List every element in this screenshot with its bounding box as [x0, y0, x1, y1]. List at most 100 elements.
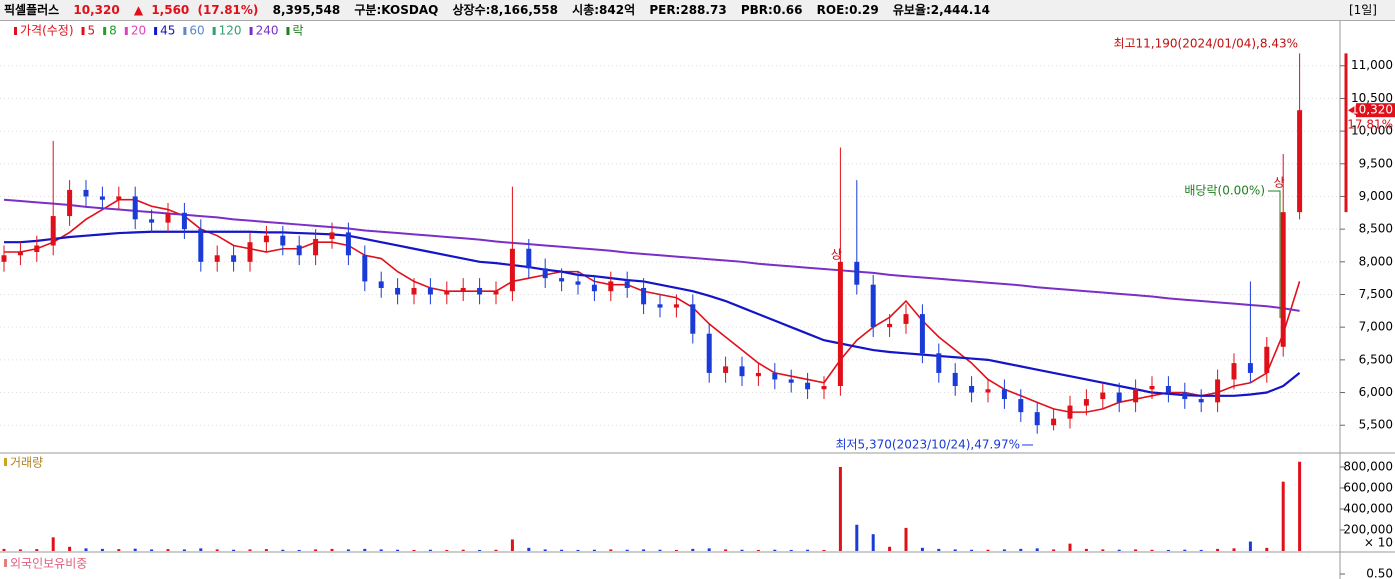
candle-body — [772, 372, 778, 380]
candle-body — [805, 382, 811, 390]
volume-bar — [494, 549, 498, 551]
candle-body — [165, 212, 171, 223]
y-tick-label: 7,000 — [1359, 320, 1393, 334]
candle-body — [1297, 110, 1303, 213]
candle-body — [263, 235, 269, 243]
candle-body — [755, 372, 761, 377]
ma-line — [3, 198, 1300, 312]
volume-bar — [838, 466, 842, 551]
candle-body — [1001, 389, 1007, 400]
volume-bar — [707, 548, 711, 551]
volume-bar — [1166, 549, 1170, 551]
volume-bar — [953, 549, 957, 551]
volume-bar — [1265, 547, 1269, 551]
candle-body — [231, 255, 237, 262]
candle-body — [1, 255, 7, 262]
legend-label: 20 — [131, 24, 146, 38]
last-price-box — [1356, 103, 1395, 118]
volume-bar — [117, 549, 121, 551]
stock-name: 픽셀플러스 — [4, 3, 60, 17]
candle-body — [624, 281, 630, 288]
volume-bar — [1117, 549, 1121, 551]
ma-line — [4, 198, 1301, 413]
legend-label: 60 — [189, 24, 204, 38]
last-price-arrow — [1348, 105, 1356, 116]
candle-body — [887, 323, 893, 328]
volume-bar — [84, 548, 88, 551]
volume-bar — [658, 549, 662, 551]
y-tick-label: 9,000 — [1359, 189, 1393, 203]
volume-bar — [1281, 481, 1285, 551]
volume-bar — [1068, 543, 1072, 551]
candle-body — [1034, 412, 1040, 426]
volume-bar — [428, 549, 432, 551]
candle-body — [1165, 385, 1171, 393]
limit-up-label: 상 — [831, 248, 842, 262]
candle-body — [50, 216, 56, 246]
candle-body — [378, 281, 384, 288]
volume-bar — [1002, 549, 1006, 551]
candle-body — [1264, 346, 1270, 373]
candle-body — [132, 196, 138, 220]
legend-label: 8 — [109, 24, 117, 38]
y-tick-label: 400,000 — [1343, 501, 1393, 515]
volume-bar — [150, 549, 154, 551]
volume-bar — [970, 549, 974, 551]
candle-body — [854, 261, 860, 285]
volume-bar — [789, 549, 793, 551]
volume-bar — [625, 549, 629, 551]
candle-body — [706, 333, 712, 373]
volume-bar — [822, 549, 826, 551]
volume-bar — [248, 549, 252, 551]
pbr: PBR:0.66 — [740, 3, 803, 17]
volume-bar — [314, 549, 318, 551]
candle-body — [919, 314, 925, 354]
candle-body — [198, 229, 204, 262]
y-tick-label: 6,500 — [1359, 352, 1393, 366]
volume-bar — [35, 549, 39, 551]
volume-bar — [166, 549, 170, 551]
y-tick-label: 0.50 — [1366, 567, 1393, 579]
foreign-title: 외국인보유비중 — [10, 557, 87, 571]
volume-bar — [1084, 548, 1088, 551]
candle-body — [952, 372, 958, 386]
candle-body — [821, 385, 827, 390]
y-tick-label: 8,500 — [1359, 222, 1393, 236]
volume-bar — [2, 548, 6, 551]
candle-body — [460, 287, 466, 292]
volume-bar — [363, 548, 367, 551]
period[interactable]: [1일] — [1348, 3, 1377, 17]
volume-bar — [674, 549, 678, 551]
low-annotation: 최저5,370(2023/10/24),47.97% — [835, 438, 1020, 452]
candle-body — [903, 314, 909, 324]
dividend-annotation: 배당락(0.00%) — [1184, 184, 1265, 198]
volume-bar — [543, 549, 547, 551]
volume-bar — [1150, 549, 1154, 551]
panel-icon — [4, 559, 7, 567]
shares: 상장수:8,166,558 — [452, 3, 558, 17]
volume-bar — [986, 549, 990, 551]
candle-body — [83, 189, 89, 197]
market: 구분:KOSDAQ — [354, 3, 439, 17]
legend-swatch — [249, 27, 253, 35]
candle-body — [1083, 399, 1089, 406]
volume-bar — [232, 549, 236, 551]
volume-bar — [871, 534, 875, 551]
volume-bar — [691, 548, 695, 551]
candle-body — [673, 304, 679, 308]
legend-label: 락 — [292, 24, 303, 38]
candle-body — [1133, 389, 1139, 403]
volume-bar — [855, 524, 859, 551]
candle-body — [181, 212, 187, 230]
candle-body — [493, 291, 499, 295]
candle-body — [509, 248, 515, 292]
volume-bar — [68, 546, 72, 551]
candle-body — [1280, 212, 1286, 347]
candle-body — [936, 353, 942, 373]
legend-label: 5 — [88, 24, 96, 38]
candle-body — [559, 278, 565, 282]
candle-body — [837, 261, 843, 386]
high-annotation: 최고11,190(2024/01/04),8.43% — [1113, 37, 1298, 51]
volume-bar — [199, 548, 203, 551]
y-tick-label: 800,000 — [1343, 459, 1393, 473]
